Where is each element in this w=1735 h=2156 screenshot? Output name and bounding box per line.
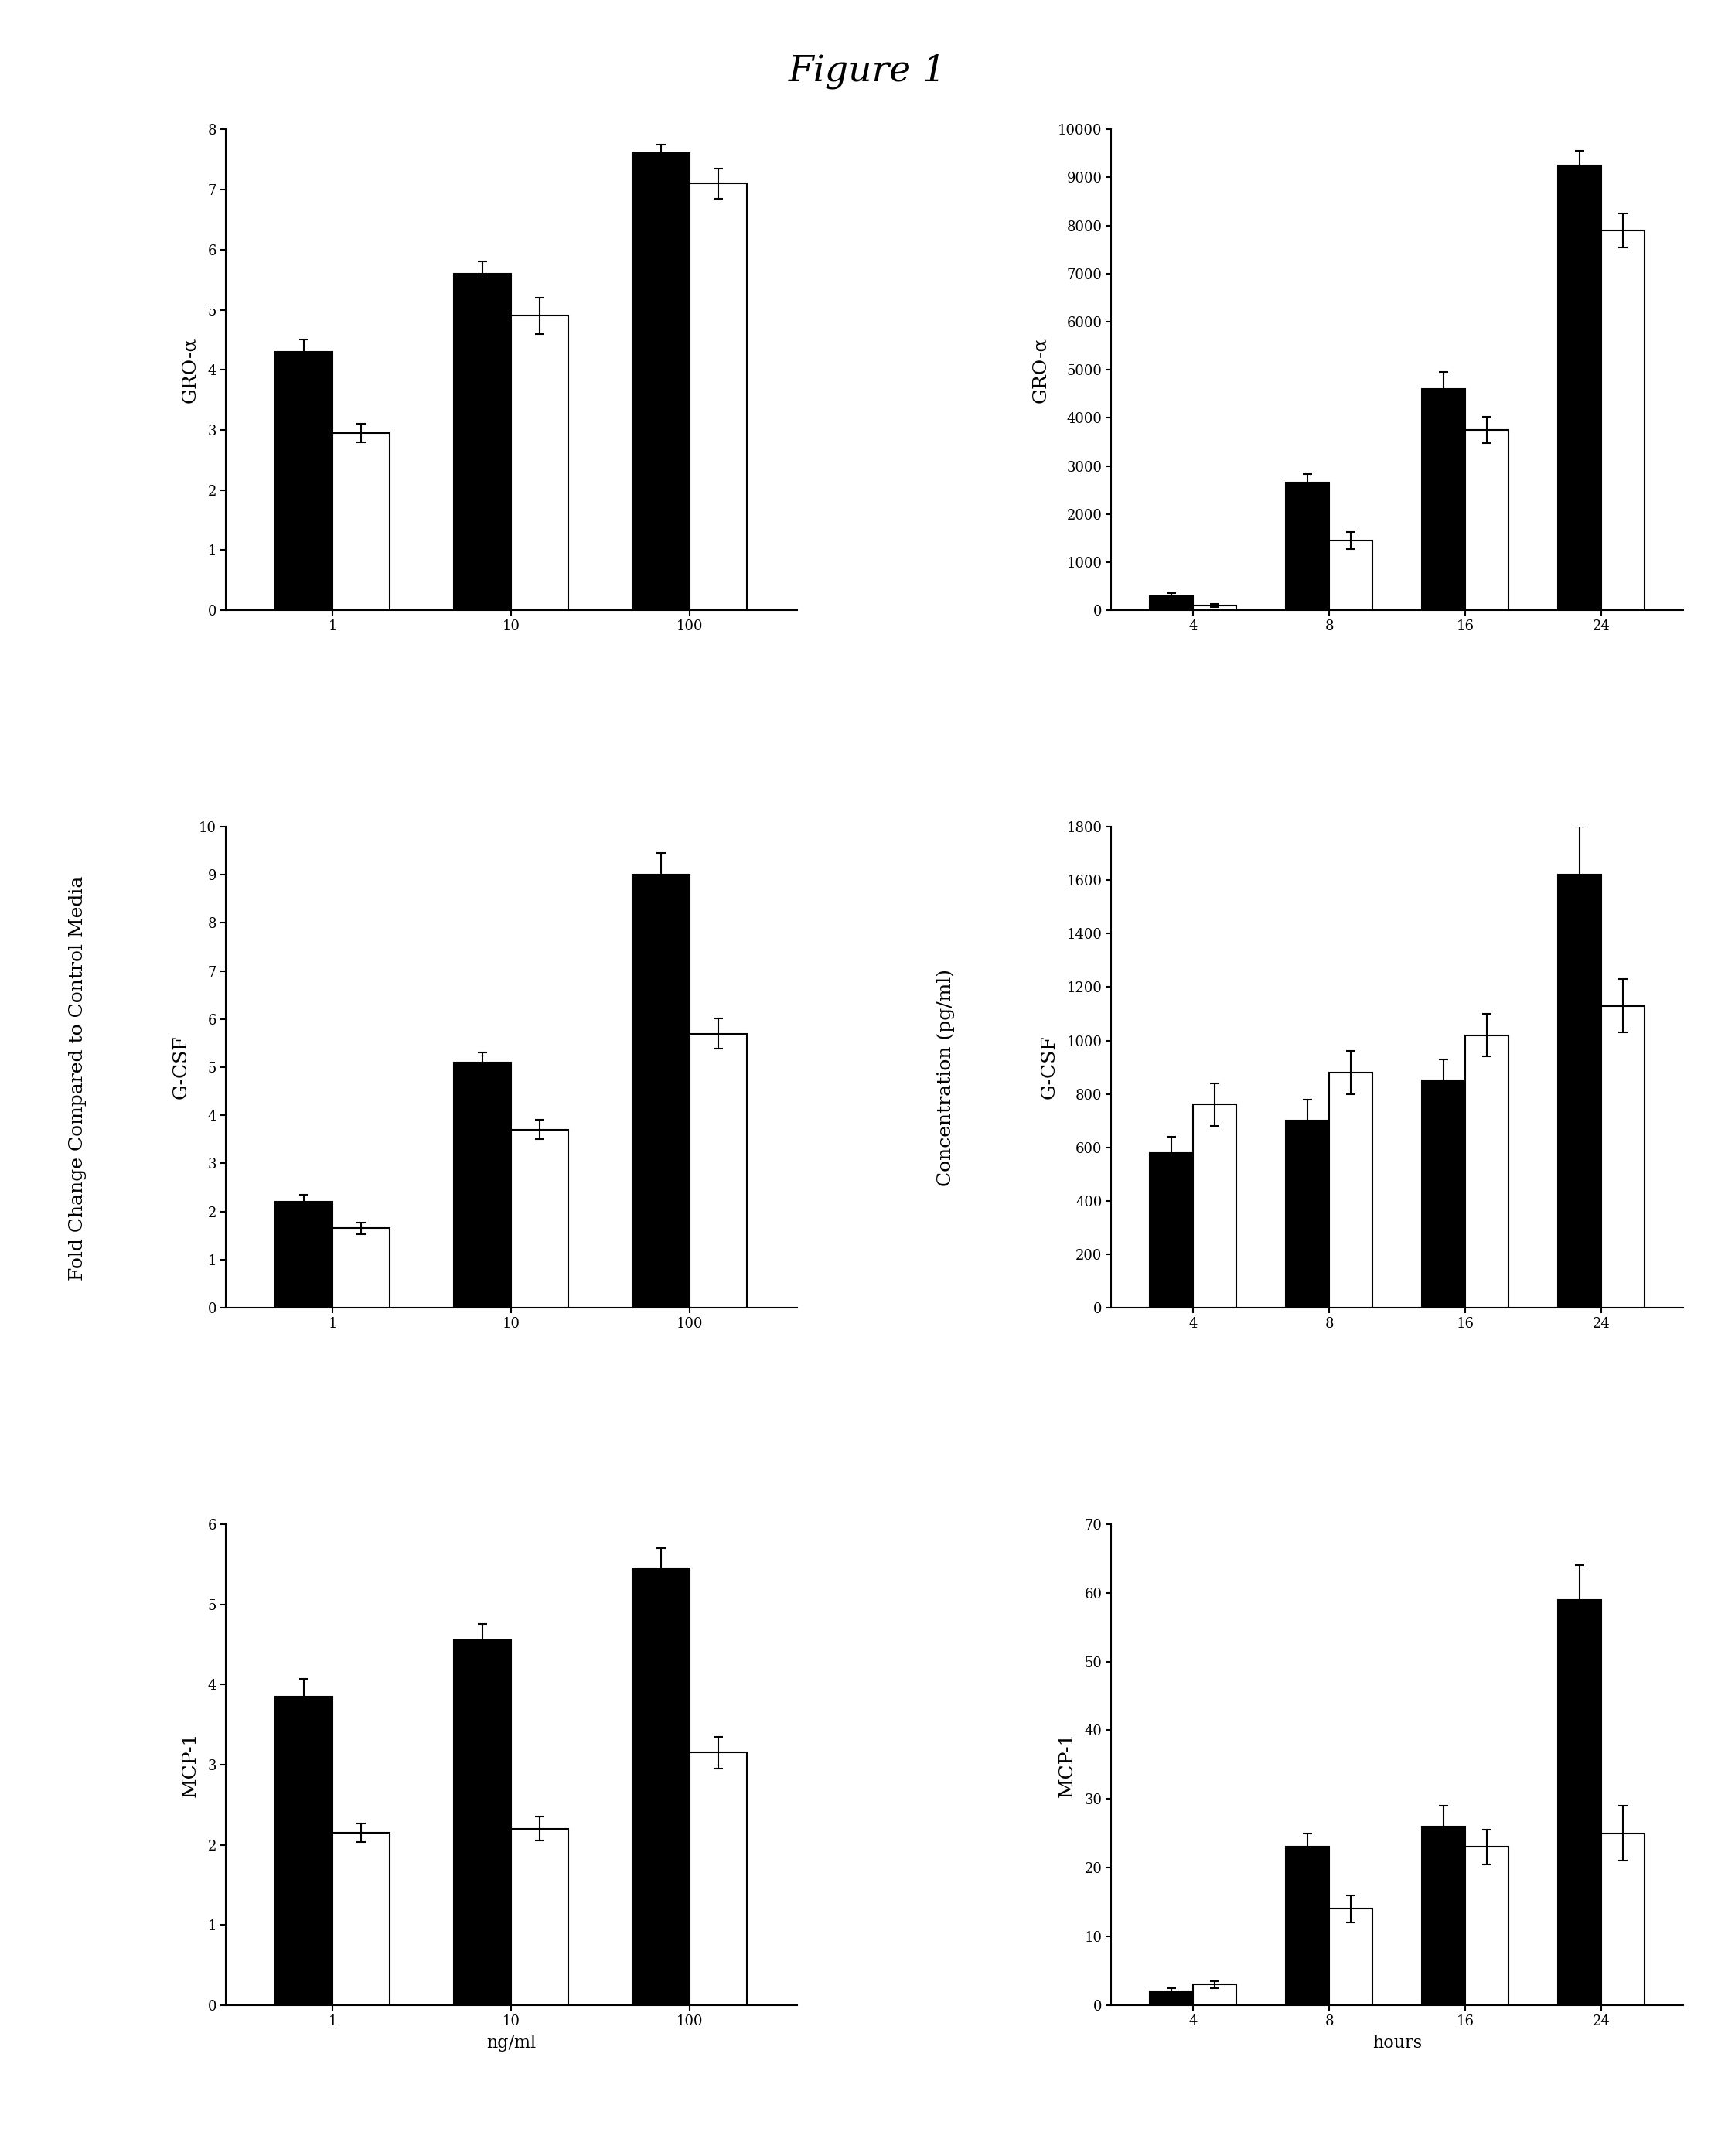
Y-axis label: MCP-1: MCP-1: [1058, 1731, 1076, 1798]
Text: Figure 1: Figure 1: [788, 54, 947, 88]
Bar: [1150, 1153, 1194, 1309]
Bar: [1558, 1600, 1601, 2005]
Bar: [1601, 1833, 1645, 2005]
Bar: [1194, 606, 1237, 610]
Bar: [633, 153, 691, 610]
Bar: [1286, 1121, 1329, 1309]
Bar: [1421, 1080, 1466, 1309]
Bar: [333, 433, 390, 610]
Bar: [1466, 1035, 1509, 1309]
Bar: [691, 1033, 748, 1309]
Bar: [1194, 1984, 1237, 2005]
Y-axis label: G-CSF: G-CSF: [1041, 1035, 1058, 1100]
Y-axis label: GRO-α: GRO-α: [1032, 336, 1050, 403]
Bar: [455, 1063, 512, 1309]
Bar: [276, 1697, 333, 2005]
Bar: [1601, 1005, 1645, 1309]
Bar: [1329, 541, 1372, 610]
Bar: [1466, 429, 1509, 610]
Bar: [333, 1833, 390, 2005]
Bar: [1421, 388, 1466, 610]
Bar: [1558, 166, 1601, 610]
X-axis label: ng/ml: ng/ml: [486, 2035, 536, 2053]
Bar: [633, 1567, 691, 2005]
Bar: [512, 1130, 569, 1309]
Bar: [512, 315, 569, 610]
Bar: [1150, 1992, 1194, 2005]
Bar: [1150, 595, 1194, 610]
Bar: [276, 351, 333, 610]
Bar: [633, 875, 691, 1309]
Bar: [1286, 483, 1329, 610]
Bar: [333, 1229, 390, 1309]
Y-axis label: G-CSF: G-CSF: [172, 1035, 191, 1100]
Bar: [691, 183, 748, 610]
Bar: [1558, 875, 1601, 1309]
Text: Concentration (pg/ml): Concentration (pg/ml): [937, 970, 954, 1186]
Bar: [1466, 1848, 1509, 2005]
Text: Fold Change Compared to Control Media: Fold Change Compared to Control Media: [69, 875, 87, 1281]
Bar: [1421, 1826, 1466, 2005]
Bar: [691, 1753, 748, 2005]
Bar: [276, 1201, 333, 1309]
Y-axis label: MCP-1: MCP-1: [180, 1731, 200, 1798]
Bar: [455, 274, 512, 610]
X-axis label: hours: hours: [1372, 2035, 1423, 2053]
Bar: [455, 1641, 512, 2005]
Bar: [1286, 1848, 1329, 2005]
Bar: [1329, 1908, 1372, 2005]
Y-axis label: GRO-α: GRO-α: [180, 336, 200, 403]
Bar: [1329, 1072, 1372, 1309]
Bar: [512, 1828, 569, 2005]
Bar: [1194, 1104, 1237, 1309]
Bar: [1601, 231, 1645, 610]
